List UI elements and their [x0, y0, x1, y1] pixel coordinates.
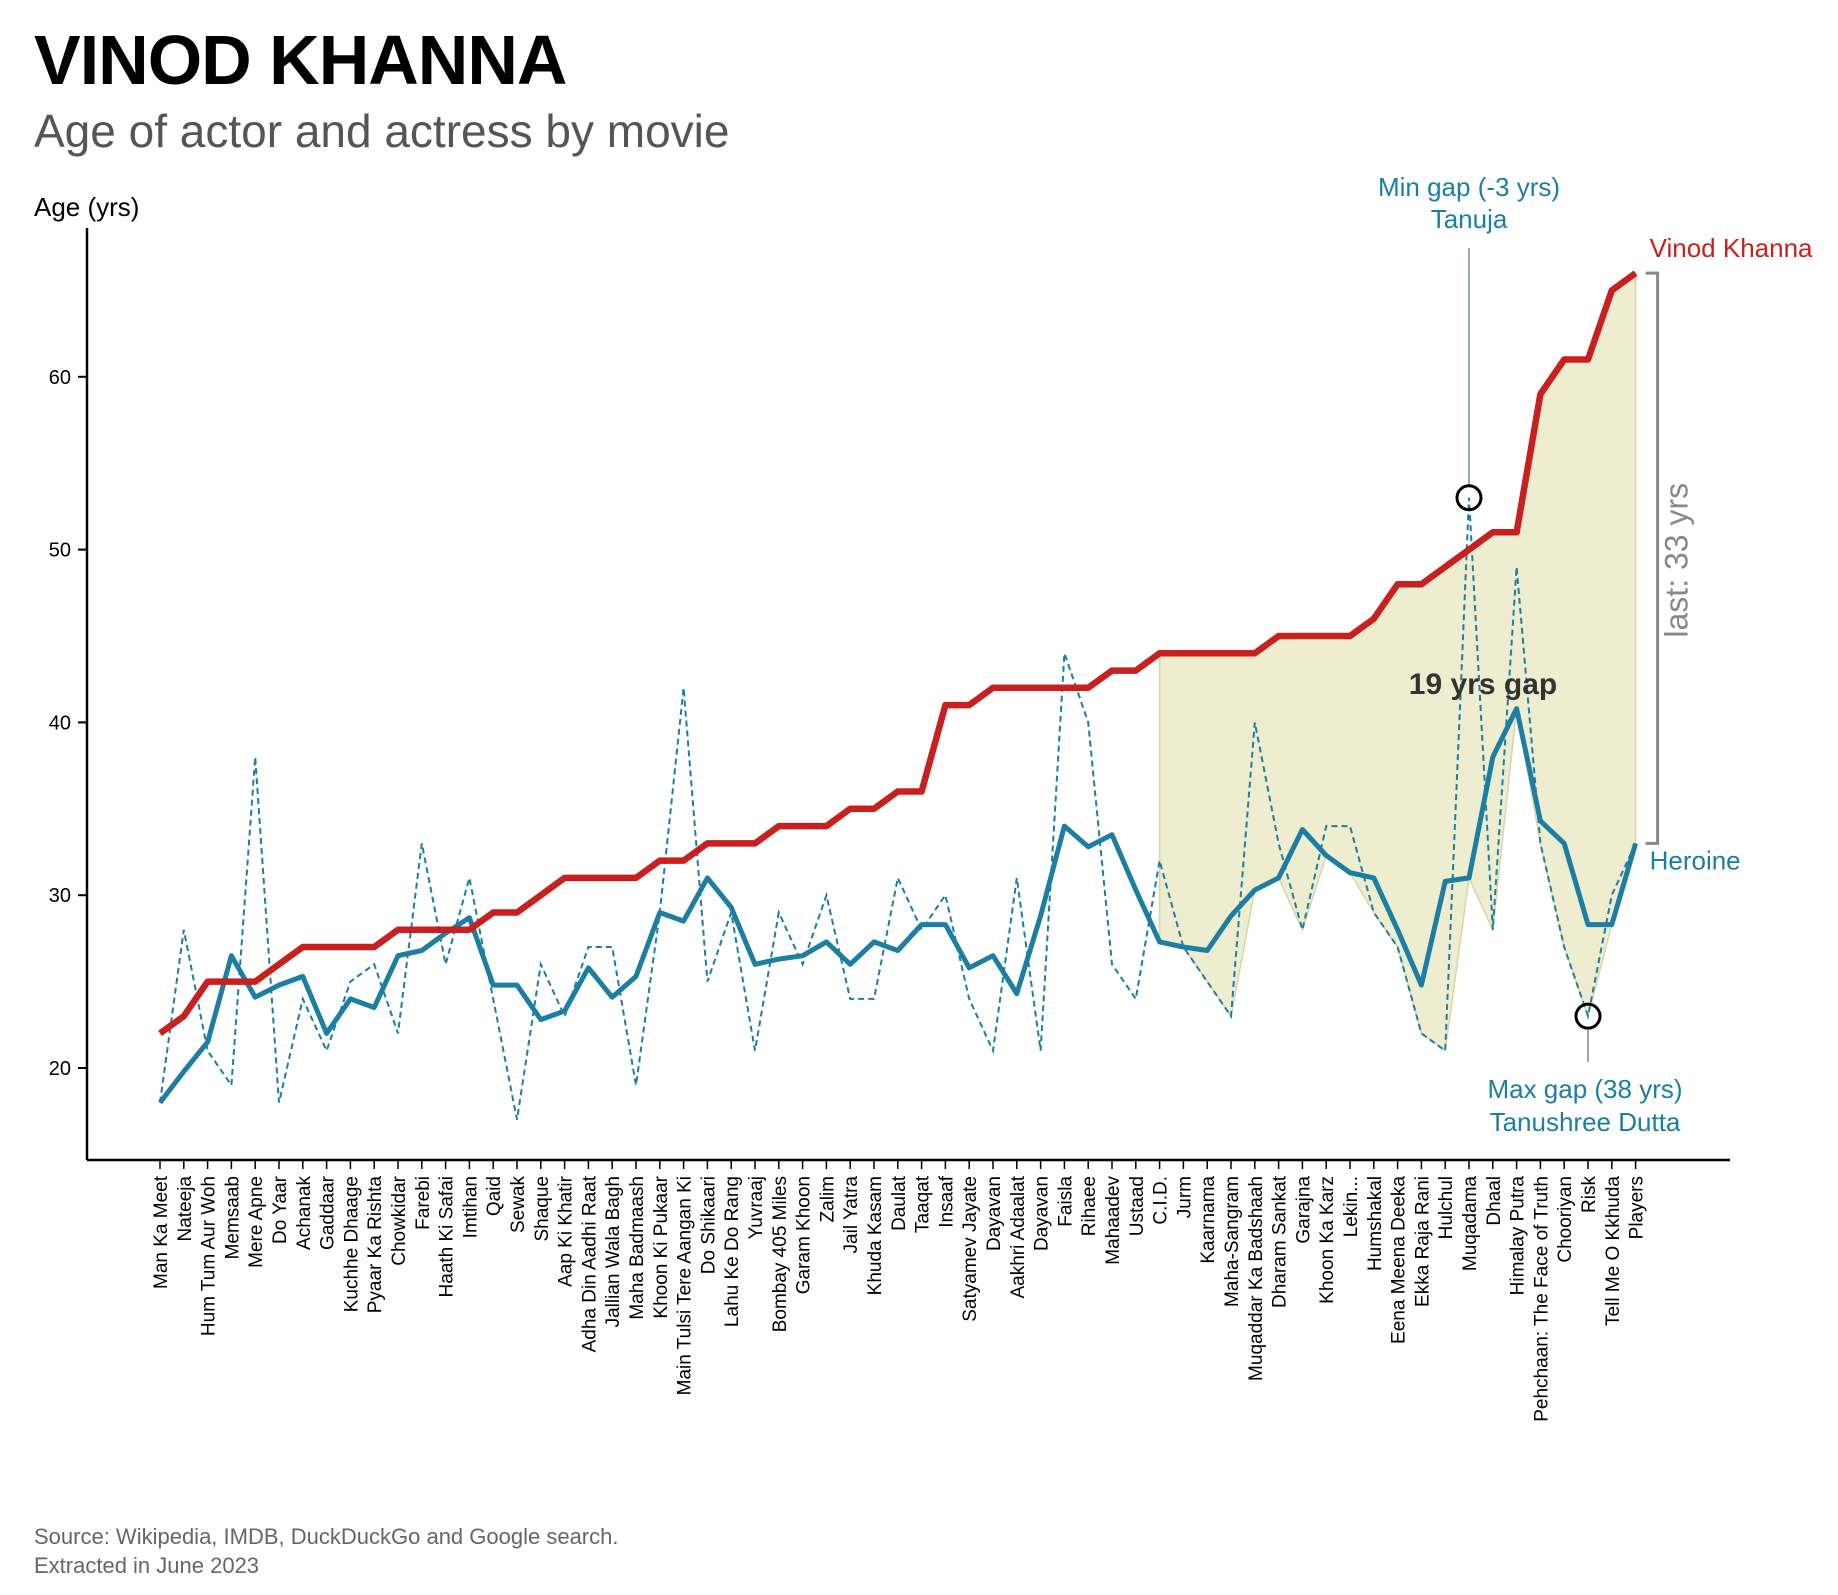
x-tick-label: Jurm — [1174, 1176, 1195, 1218]
source-line: Source: Wikipedia, IMDB, DuckDuckGo and … — [34, 1524, 619, 1549]
x-tick-label: Dharam Sankat — [1270, 1175, 1291, 1308]
x-tick-label: Pyaar Ka Rishta — [365, 1176, 386, 1314]
x-tick-label: Muqaddar Ka Badshaah — [1246, 1176, 1267, 1381]
x-tick-label: Risk — [1579, 1176, 1600, 1213]
heroine-series-label: Heroine — [1650, 845, 1741, 875]
x-tick-label: Faisla — [1055, 1176, 1076, 1227]
x-tick-label: Aakhri Adaalat — [1008, 1175, 1029, 1298]
x-tick-label: Farebi — [413, 1176, 434, 1230]
chart-title: VINOD KHANNA — [34, 21, 567, 99]
x-tick-label: Man Ka Meet — [151, 1175, 172, 1289]
x-tick-label: Humshakal — [1365, 1176, 1386, 1271]
x-tick-label: Himalay Putra — [1508, 1176, 1529, 1296]
x-tick-label: Satyamev Jayate — [960, 1176, 981, 1322]
x-tick-label: Adha Din Aadhi Raat — [579, 1175, 600, 1352]
x-tick-label: Muqadama — [1460, 1176, 1481, 1271]
max-gap-label: Max gap (38 yrs) — [1487, 1074, 1682, 1104]
heroine-series — [158, 706, 1638, 1105]
x-tick-label: Mere Apne — [246, 1176, 267, 1268]
gap-label: 19 yrs gap — [1409, 668, 1557, 701]
actor-series — [158, 270, 1638, 1037]
x-tick-label: Yuvraaj — [746, 1176, 767, 1239]
x-tick-label: Bombay 405 Miles — [770, 1176, 791, 1332]
last-gap-label: last: 33 yrs — [1659, 483, 1695, 638]
min-gap-name: Tanuja — [1431, 204, 1508, 234]
x-tick-label: Insaaf — [936, 1175, 957, 1227]
x-tick-label: Achanak — [294, 1176, 315, 1250]
x-tick-label: Eena Meena Deeka — [1389, 1176, 1410, 1344]
x-tick-label: Garajna — [1293, 1176, 1314, 1244]
x-tick-label: Shaque — [532, 1176, 553, 1242]
source-note: Source: Wikipedia, IMDB, DuckDuckGo and … — [34, 1522, 618, 1580]
max-gap-marker — [1574, 1002, 1602, 1030]
x-tick-label: Maha-Sangram — [1222, 1176, 1243, 1307]
x-tick-label: Dayavan — [1032, 1176, 1053, 1251]
x-tick-label: Lahu Ke Do Rang — [722, 1176, 743, 1327]
x-tick-label: Lekin... — [1341, 1176, 1362, 1237]
min-gap-marker — [1455, 484, 1483, 512]
x-tick-label: Dayavan — [984, 1176, 1005, 1251]
y-tick-label: 60 — [49, 367, 71, 389]
y-tick-label: 20 — [49, 1058, 71, 1080]
y-tick-label: 50 — [49, 540, 71, 562]
y-tick-label: 40 — [49, 712, 71, 734]
x-tick-label: Zalim — [817, 1176, 838, 1222]
x-tick-label: Qaid — [484, 1176, 505, 1216]
x-tick-label: Memsaab — [222, 1176, 243, 1259]
chart-subtitle: Age of actor and actress by movie — [34, 105, 730, 157]
x-tick-label: Main Tulsi Tere Aangan Ki — [675, 1176, 696, 1395]
x-tick-label: Ustaad — [1127, 1176, 1148, 1236]
x-tick-label: Nateeja — [175, 1176, 196, 1242]
x-tick-label: Do Shikaari — [698, 1176, 719, 1274]
x-tick-label: Ekka Raja Rani — [1412, 1176, 1433, 1307]
x-tick-label: Maha Badmaash — [627, 1176, 648, 1320]
x-tick-label: Khoon Ka Karz — [1317, 1176, 1338, 1304]
x-tick-label: Haath Ki Safai — [437, 1176, 458, 1297]
x-tick-label: Garam Khoon — [794, 1176, 815, 1294]
x-tick-label: Chowkidar — [389, 1175, 410, 1265]
y-axis-label: Age (yrs) — [34, 192, 139, 222]
x-tick-label: Jail Yatra — [841, 1176, 862, 1254]
x-tick-label: Khoon Ki Pukaar — [651, 1175, 672, 1318]
min-gap-label: Min gap (-3 yrs) — [1378, 172, 1560, 202]
max-gap-name: Tanushree Dutta — [1490, 1107, 1681, 1137]
x-tick-label: Khuda Kasam — [865, 1176, 886, 1295]
x-tick-label: Rihaee — [1079, 1176, 1100, 1236]
x-tick-label: Taaqat — [913, 1175, 934, 1233]
actor-series-label: Vinod Khanna — [1650, 233, 1813, 263]
x-tick-label: Hulchul — [1436, 1176, 1457, 1239]
x-tick-label: Jallian Wala Bagh — [603, 1176, 624, 1327]
x-tick-label: Imtihan — [460, 1176, 481, 1238]
x-tick-label: Tell Me O Kkhuda — [1603, 1176, 1624, 1326]
x-tick-label: Do Yaar — [270, 1175, 291, 1244]
x-tick-label: Hum Tum Aur Woh — [199, 1176, 220, 1336]
x-tick-label: Pehchaan: The Face of Truth — [1531, 1176, 1552, 1422]
x-tick-label: Dhaal — [1484, 1176, 1505, 1226]
x-tick-label: Sewak — [508, 1176, 529, 1234]
y-tick-label: 30 — [49, 885, 71, 907]
x-tick-label: C.I.D. — [1151, 1176, 1172, 1225]
x-tick-label: Aap Ki Khatir — [556, 1175, 577, 1287]
x-tick-label: Kaarnama — [1198, 1176, 1219, 1264]
extracted-line: Extracted in June 2023 — [34, 1553, 260, 1578]
x-tick-label: Daulat — [889, 1175, 910, 1231]
x-tick-label: Gaddaar — [318, 1175, 339, 1250]
x-tick-label: Chooriyan — [1555, 1176, 1576, 1263]
x-tick-label: Kuchhe Dhaage — [341, 1176, 362, 1312]
x-tick-label: Players — [1627, 1176, 1648, 1239]
x-tick-label: Mahaadev — [1103, 1176, 1124, 1265]
last-gap-bracket — [1645, 271, 1660, 845]
